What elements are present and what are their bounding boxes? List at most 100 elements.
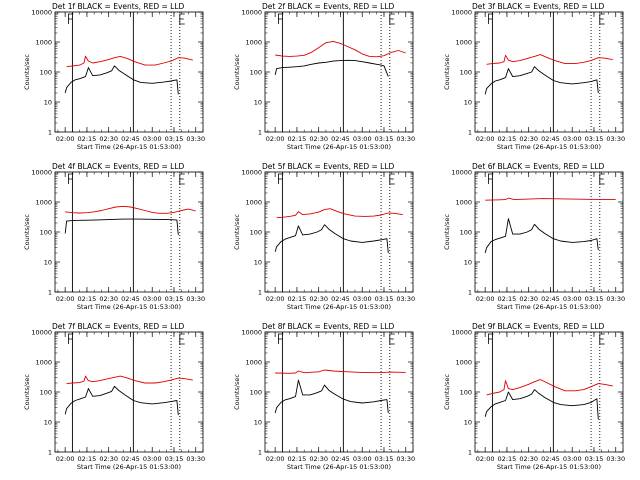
y-tick-label: 10 xyxy=(44,419,52,427)
chart-panel-2: Det 2f BLACK = Events, RED = LLD 1 10 100 10… xyxy=(233,2,415,151)
marker-e xyxy=(179,333,185,345)
x-tick-label: 03:00 xyxy=(353,455,372,463)
events-series-line xyxy=(484,66,599,95)
x-tick-label: 02:30 xyxy=(519,135,538,143)
marker-e xyxy=(389,333,395,345)
x-tick-label: 02:15 xyxy=(78,455,97,463)
events-series-line xyxy=(274,59,389,77)
x-tick-label: 03:00 xyxy=(563,295,582,303)
x-tick-label: 03:30 xyxy=(186,135,205,143)
lld-series-line xyxy=(275,369,406,374)
chart-panel-7: Det 7f BLACK = Events, RED = LLD 1 10 100 10… xyxy=(23,322,205,471)
y-axis-label: Counts/sec xyxy=(443,54,451,90)
y-tick-label: 1000 xyxy=(35,359,52,367)
y-tick-label: 1000 xyxy=(245,39,262,47)
x-axis-label: Start Time (26-Apr-15 01:53:00) xyxy=(497,463,601,471)
x-tick-label: 03:15 xyxy=(585,295,604,303)
chart-title: Det 9f BLACK = Events, RED = LLD xyxy=(472,322,605,331)
lld-series-line xyxy=(66,375,193,385)
x-tick-label: 02:45 xyxy=(331,455,350,463)
plot-frame xyxy=(54,11,204,133)
y-tick-label: 1 xyxy=(468,129,472,137)
x-tick-label: 03:00 xyxy=(563,455,582,463)
x-tick-label: 02:15 xyxy=(288,135,307,143)
events-series-line xyxy=(64,385,179,416)
x-tick-label: 03:15 xyxy=(165,295,184,303)
x-tick-label: 03:30 xyxy=(606,135,625,143)
x-tick-label: 02:45 xyxy=(331,135,350,143)
y-tick-label: 1000 xyxy=(245,199,262,207)
x-tick-label: 03:30 xyxy=(186,455,205,463)
lld-series-line xyxy=(486,379,613,396)
y-axis-label: Counts/sec xyxy=(233,54,241,90)
x-axis-label: Start Time (26-Apr-15 01:53:00) xyxy=(287,463,391,471)
x-tick-label: 02:15 xyxy=(498,295,517,303)
x-tick-label: 02:30 xyxy=(519,455,538,463)
y-tick-label: 100 xyxy=(40,229,52,237)
plot-frame xyxy=(264,171,414,293)
y-tick-label: 100 xyxy=(250,389,262,397)
y-tick-label: 1000 xyxy=(455,199,472,207)
x-tick-label: 02:15 xyxy=(498,135,517,143)
events-series-line xyxy=(484,389,599,420)
marker-e xyxy=(599,13,605,25)
y-tick-label: 10000 xyxy=(451,9,472,17)
plot-frame xyxy=(264,11,414,133)
x-tick-label: 02:15 xyxy=(288,295,307,303)
y-tick-label: 1 xyxy=(48,289,52,297)
x-tick-label: 02:30 xyxy=(99,295,118,303)
x-tick-label: 02:45 xyxy=(121,455,140,463)
x-axis-label: Start Time (26-Apr-15 01:53:00) xyxy=(497,303,601,311)
y-tick-label: 10000 xyxy=(241,169,262,177)
marker-f xyxy=(68,333,74,344)
chart-panel-9: Det 9f BLACK = Events, RED = LLD 1 10 100 10… xyxy=(443,322,625,471)
y-tick-label: 1 xyxy=(258,289,262,297)
x-tick-label: 03:00 xyxy=(353,135,372,143)
lld-series-line xyxy=(276,208,403,219)
x-tick-label: 03:30 xyxy=(186,295,205,303)
y-axis-label: Counts/sec xyxy=(443,214,451,250)
x-tick-label: 02:45 xyxy=(541,295,560,303)
chart-title: Det 2f BLACK = Events, RED = LLD xyxy=(262,2,395,11)
chart-title: Det 1f BLACK = Events, RED = LLD xyxy=(52,2,185,11)
chart-panel-3: Det 3f BLACK = Events, RED = LLD 1 10 100 10… xyxy=(443,2,625,151)
x-tick-label: 02:30 xyxy=(99,135,118,143)
x-axis-label: Start Time (26-Apr-15 01:53:00) xyxy=(77,143,181,151)
y-tick-label: 10000 xyxy=(31,329,52,337)
x-tick-label: 02:00 xyxy=(56,295,75,303)
x-tick-label: 03:15 xyxy=(585,135,604,143)
chart-panel-6: Det 6f BLACK = Events, RED = LLD 1 10 100 10… xyxy=(443,162,625,311)
y-axis-label: Counts/sec xyxy=(23,214,31,250)
chart-title: Det 4f BLACK = Events, RED = LLD xyxy=(52,162,185,171)
chart-panel-8: Det 8f BLACK = Events, RED = LLD 1 10 100 10… xyxy=(233,322,415,471)
x-axis-label: Start Time (26-Apr-15 01:53:00) xyxy=(287,143,391,151)
y-tick-label: 1000 xyxy=(35,199,52,207)
marker-f xyxy=(68,13,74,24)
y-tick-label: 1 xyxy=(258,129,262,137)
x-tick-label: 02:00 xyxy=(56,135,75,143)
y-axis-label: Counts/sec xyxy=(233,374,241,410)
x-tick-label: 03:15 xyxy=(375,295,394,303)
x-tick-label: 02:30 xyxy=(99,455,118,463)
plot-frame xyxy=(54,331,204,453)
x-tick-label: 03:00 xyxy=(143,135,162,143)
chart-panel-5: Det 5f BLACK = Events, RED = LLD 1 10 100 10… xyxy=(233,162,415,311)
chart-title: Det 5f BLACK = Events, RED = LLD xyxy=(262,162,395,171)
x-tick-label: 02:45 xyxy=(541,455,560,463)
y-axis-label: Counts/sec xyxy=(233,214,241,250)
chart-title: Det 8f BLACK = Events, RED = LLD xyxy=(262,322,395,331)
x-tick-label: 03:00 xyxy=(143,455,162,463)
x-tick-label: 03:30 xyxy=(396,135,415,143)
marker-f xyxy=(278,333,284,344)
plot-frame xyxy=(264,331,414,453)
y-tick-label: 10 xyxy=(464,419,472,427)
chart-title: Det 6f BLACK = Events, RED = LLD xyxy=(472,162,605,171)
y-tick-label: 1 xyxy=(258,449,262,457)
x-tick-label: 02:15 xyxy=(498,455,517,463)
marker-e xyxy=(599,333,605,345)
chart-title: Det 3f BLACK = Events, RED = LLD xyxy=(472,2,605,11)
x-tick-label: 02:00 xyxy=(476,295,495,303)
x-tick-label: 03:15 xyxy=(375,455,394,463)
y-tick-label: 1000 xyxy=(455,359,472,367)
